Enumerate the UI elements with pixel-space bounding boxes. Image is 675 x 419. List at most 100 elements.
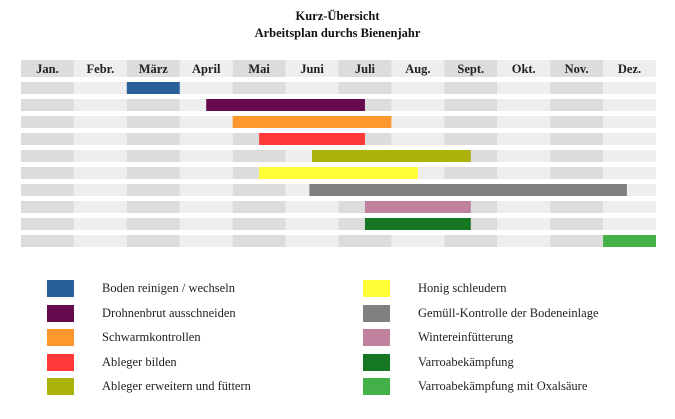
row-band bbox=[179, 133, 233, 145]
row-band bbox=[232, 184, 286, 196]
row-band bbox=[497, 82, 551, 94]
row-band bbox=[126, 235, 180, 247]
row-band bbox=[603, 116, 656, 128]
legend-label: Drohnenbrut ausschneiden bbox=[102, 305, 236, 320]
legend-swatch bbox=[363, 329, 390, 346]
row-band bbox=[21, 218, 74, 230]
row-band bbox=[497, 167, 551, 179]
row-band bbox=[603, 218, 656, 230]
row-band bbox=[179, 167, 233, 179]
month-label: März bbox=[139, 62, 169, 76]
chart-subtitle: Arbeitsplan durchs Bienenjahr bbox=[254, 26, 421, 40]
row-band bbox=[179, 150, 233, 162]
row-band bbox=[126, 218, 180, 230]
row-band bbox=[21, 116, 74, 128]
legend-label: Wintereinfütterung bbox=[418, 330, 514, 344]
month-header-band bbox=[444, 60, 498, 77]
row-band bbox=[126, 99, 180, 111]
row-band bbox=[550, 167, 604, 179]
row-band bbox=[179, 218, 233, 230]
task-bar bbox=[206, 99, 365, 111]
row-band bbox=[497, 150, 551, 162]
month-header-band bbox=[603, 60, 656, 77]
row-band bbox=[497, 99, 551, 111]
row-band bbox=[21, 235, 74, 247]
row-band bbox=[126, 184, 180, 196]
task-bar bbox=[312, 150, 471, 162]
row-band bbox=[603, 167, 656, 179]
row-band bbox=[285, 218, 339, 230]
row-band bbox=[603, 133, 656, 145]
row-band bbox=[338, 235, 392, 247]
row-band bbox=[73, 116, 127, 128]
month-label: Juni bbox=[300, 62, 324, 76]
row-band bbox=[232, 82, 286, 94]
month-header-band bbox=[126, 60, 180, 77]
month-header-band bbox=[338, 60, 392, 77]
row-band bbox=[550, 99, 604, 111]
row-band bbox=[21, 82, 74, 94]
row-band bbox=[550, 133, 604, 145]
row-band bbox=[21, 99, 74, 111]
row-band bbox=[391, 116, 445, 128]
legend-swatch bbox=[47, 378, 74, 395]
row-band bbox=[285, 235, 339, 247]
task-bar bbox=[309, 184, 627, 196]
month-label: Aug. bbox=[405, 62, 430, 76]
legend-swatch bbox=[47, 304, 74, 322]
row-band bbox=[603, 201, 656, 213]
month-header-band bbox=[21, 60, 74, 77]
month-header-band bbox=[232, 60, 286, 77]
legend-label: Schwarmkontrollen bbox=[102, 330, 201, 344]
row-band bbox=[285, 82, 339, 94]
month-label: Mai bbox=[248, 62, 270, 76]
task-bar bbox=[364, 218, 471, 230]
row-band bbox=[550, 116, 604, 128]
month-label: Nov. bbox=[565, 62, 589, 76]
task-bar bbox=[126, 82, 180, 94]
legend-item: Boden reinigen / wechseln bbox=[47, 280, 235, 297]
row-band bbox=[444, 116, 498, 128]
row-band bbox=[285, 201, 339, 213]
row-band bbox=[126, 133, 180, 145]
row-band bbox=[21, 133, 74, 145]
legend-label: Gemüll-Kontrolle der Bodeneinlage bbox=[418, 305, 599, 320]
row-band bbox=[497, 218, 551, 230]
legend-label: Ableger bilden bbox=[102, 354, 177, 369]
row-band bbox=[73, 235, 127, 247]
legend-swatch bbox=[47, 280, 74, 297]
task-bar bbox=[232, 116, 392, 128]
row-band bbox=[391, 235, 445, 247]
row-band bbox=[603, 82, 656, 94]
legend-item: Honig schleudern bbox=[363, 280, 507, 297]
row-band bbox=[179, 82, 233, 94]
legend-item: Wintereinfütterung bbox=[363, 329, 513, 346]
legend-item: Schwarmkontrollen bbox=[47, 329, 201, 346]
row-band bbox=[21, 201, 74, 213]
legend-item: Ableger bilden bbox=[47, 353, 177, 371]
row-band bbox=[550, 218, 604, 230]
row-band bbox=[232, 218, 286, 230]
legend-label: Honig schleudern bbox=[418, 281, 507, 295]
month-label: Dez. bbox=[618, 62, 641, 76]
legend-swatch bbox=[363, 353, 390, 371]
row-band bbox=[603, 150, 656, 162]
row-band bbox=[73, 82, 127, 94]
row-band bbox=[73, 184, 127, 196]
row-band bbox=[21, 150, 74, 162]
legend-label: Ableger erweitern und füttern bbox=[102, 379, 251, 393]
row-band bbox=[126, 116, 180, 128]
task-bar bbox=[364, 201, 471, 213]
legend-label: Boden reinigen / wechseln bbox=[102, 281, 235, 295]
row-band bbox=[126, 201, 180, 213]
month-header-band bbox=[391, 60, 445, 77]
legend-item: Gemüll-Kontrolle der Bodeneinlage bbox=[363, 304, 599, 322]
row-band bbox=[550, 150, 604, 162]
month-header-band bbox=[73, 60, 127, 77]
month-header-band bbox=[179, 60, 233, 77]
month-header-band bbox=[497, 60, 551, 77]
row-band bbox=[73, 99, 127, 111]
legend-item: Ableger erweitern und füttern bbox=[47, 378, 251, 395]
legend-swatch bbox=[47, 353, 74, 371]
row-band bbox=[21, 167, 74, 179]
